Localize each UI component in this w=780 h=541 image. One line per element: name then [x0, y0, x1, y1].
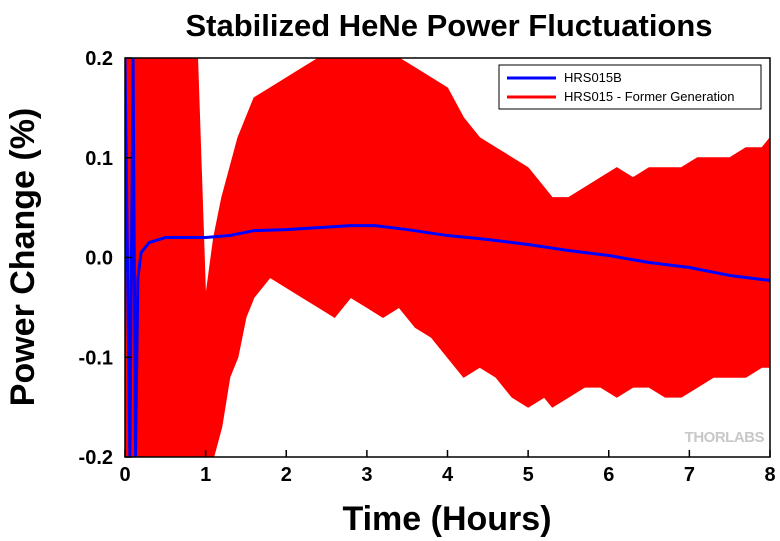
x-tick-label-3: 3 [361, 464, 372, 486]
series-point-0-10 [229, 234, 231, 237]
legend: HRS015B HRS015 - Former Generation [498, 64, 762, 110]
series-point-0-22 [648, 261, 650, 264]
legend-label-0: HRS015B [564, 70, 622, 85]
series-point-0-5 [140, 251, 142, 254]
series-point-0-12 [285, 228, 288, 231]
series-point-0-7 [164, 236, 167, 239]
x-tick-label-2: 2 [281, 464, 292, 486]
series-point-0-16 [406, 228, 408, 231]
legend-label-1: HRS015 - Former Generation [564, 89, 735, 104]
series-point-0-19 [527, 243, 529, 246]
x-tick-label-4: 4 [442, 464, 454, 486]
series-point-0-17 [446, 234, 449, 237]
y-tick-label-3: 0.1 [85, 148, 113, 170]
x-axis-label: Time (Hours) [342, 500, 551, 538]
series-point-0-23 [688, 266, 691, 269]
series-band-1 [125, 58, 770, 457]
series-point-0-4 [137, 276, 139, 279]
series-point-0-6 [148, 241, 150, 244]
series-point-0-8 [180, 236, 183, 239]
series-point-0-20 [567, 249, 570, 252]
y-tick-label-0: -0.2 [79, 447, 113, 469]
series-point-0-14 [349, 224, 352, 227]
legend-box [498, 64, 762, 110]
series-point-0-13 [317, 226, 320, 229]
x-tick-label-7: 7 [684, 464, 695, 486]
axis-ticks: 0 1 2 3 4 5 6 7 8 -0.2 -0.1 0.0 0.1 0.2 [79, 48, 776, 486]
series-line-0 [125, 58, 770, 457]
plot-area [125, 58, 770, 457]
series-point-0-15 [374, 224, 376, 227]
x-tick-label-6: 6 [603, 464, 614, 486]
series-point-0-21 [607, 254, 610, 257]
series-point-0-9 [204, 236, 207, 239]
thorlabs-logo-watermark: THORLABS [685, 429, 765, 446]
y-axis-label: Power Change (%) [4, 108, 42, 406]
series-point-0-24 [728, 274, 731, 277]
series-point-0-18 [487, 238, 489, 241]
chart-title: Stabilized HeNe Power Fluctuations [185, 8, 712, 43]
x-tick-label-0: 0 [119, 464, 130, 486]
x-tick-label-1: 1 [200, 464, 211, 486]
y-tick-label-2: 0.0 [85, 248, 113, 270]
x-tick-label-8: 8 [764, 464, 775, 486]
y-tick-label-4: 0.2 [85, 48, 113, 70]
series-point-0-11 [253, 229, 255, 232]
x-tick-label-5: 5 [523, 464, 534, 486]
y-tick-label-1: -0.1 [79, 347, 113, 369]
